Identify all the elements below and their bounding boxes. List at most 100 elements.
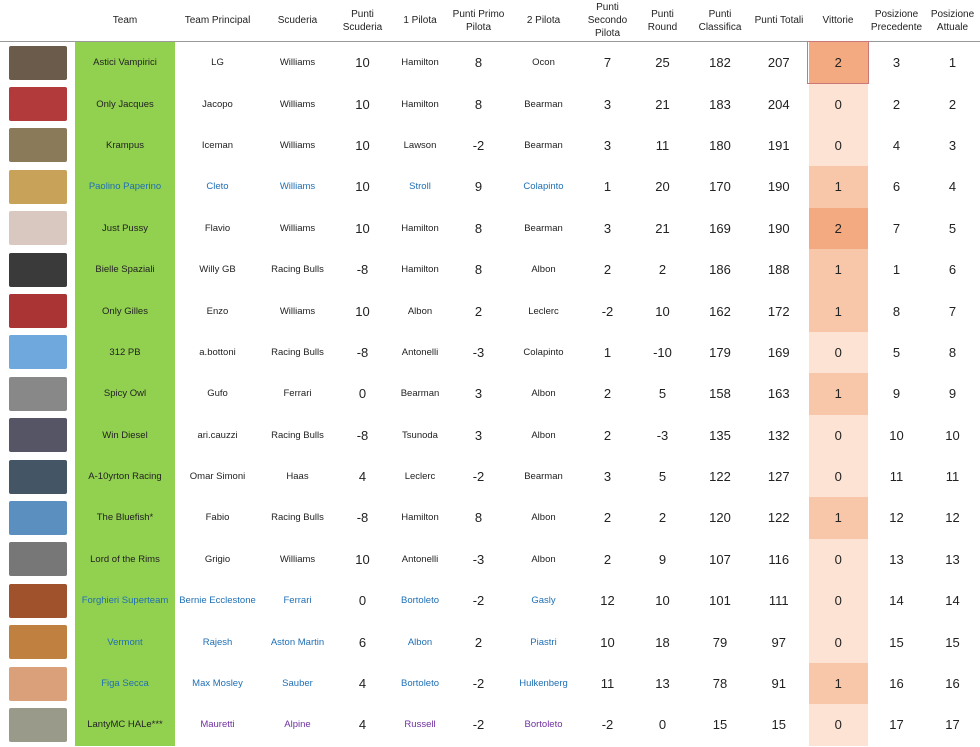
table-cell: 4 <box>948 179 957 195</box>
table-cell: Hamilton <box>401 264 439 276</box>
table-cell: Bortoleto <box>400 595 440 607</box>
table-cell: 10 <box>355 179 370 195</box>
avatar-cell <box>0 539 75 580</box>
table-cell: 162 <box>709 303 731 319</box>
table-cell: Gufo <box>207 388 228 400</box>
table-cell: 5 <box>658 469 667 485</box>
avatar <box>8 376 67 411</box>
table-cell: 132 <box>767 427 790 443</box>
header-cell <box>0 0 75 42</box>
table-cell: -8 <box>356 427 369 443</box>
table-cell: Lawson <box>403 139 437 151</box>
table-row: The Bluefish* Fabio Racing Bulls -8 Hamilton… <box>0 497 980 539</box>
table-cell: 2 <box>948 96 957 112</box>
table-cell: Spicy Owl <box>75 373 175 415</box>
table-cell: 3 <box>603 96 612 112</box>
table-cell: 21 <box>655 220 670 236</box>
table-cell: Astici Vampirici <box>75 41 175 84</box>
table-cell: 6 <box>948 262 957 278</box>
table-cell: Racing Bulls <box>271 264 324 276</box>
avatar <box>8 583 67 618</box>
table-cell: Hamilton <box>401 57 439 69</box>
table-cell: Bearman <box>524 139 563 151</box>
table-cell: 122 <box>709 469 731 485</box>
table-cell: 2 <box>603 427 612 443</box>
table-cell: Sauber <box>282 678 313 690</box>
table-cell: Just Pussy <box>75 207 175 249</box>
table-cell: Bearman <box>524 222 563 234</box>
table-cell: Colapinto <box>523 181 564 193</box>
table-cell: 16 <box>945 676 960 692</box>
table-cell: 7 <box>948 303 957 319</box>
table-cell: 12 <box>889 510 904 526</box>
table-cell: 0 <box>807 83 868 125</box>
table-cell: 10 <box>889 427 904 443</box>
table-cell: 11 <box>655 137 670 153</box>
header-cell: Scuderia <box>260 0 335 42</box>
table-cell: 0 <box>807 621 868 663</box>
avatar-cell <box>0 332 75 373</box>
avatar-cell <box>0 456 75 497</box>
avatar-cell <box>0 621 75 662</box>
table-cell: 4 <box>358 676 367 692</box>
avatar-cell <box>0 373 75 414</box>
avatar-cell <box>0 497 75 538</box>
table-cell: 2 <box>603 262 612 278</box>
table-cell: Stroll <box>409 181 431 193</box>
header-row: Team Team Principal Scuderia Punti Scuderia… <box>0 0 980 42</box>
header-cell: Team <box>75 0 175 42</box>
table-cell: 4 <box>358 717 367 733</box>
avatar-cell <box>0 83 75 124</box>
table-row: Krampus Iceman Williams 10 Lawson -2 Bearman 3 1… <box>0 124 980 167</box>
table-cell: Williams <box>279 181 316 193</box>
table-cell: Ferrari <box>283 595 312 607</box>
avatar <box>8 128 67 163</box>
table-cell: 0 <box>358 593 367 609</box>
header-cell: Vittorie <box>808 0 868 42</box>
table-cell: 312 PB <box>75 331 175 374</box>
table-cell: -10 <box>653 344 672 360</box>
table-cell: Alpine <box>284 719 311 731</box>
header-cell: Punti Secondo Pilota <box>580 0 635 42</box>
table-cell: 8 <box>474 220 483 236</box>
table-cell: 3 <box>474 427 483 443</box>
table-cell: 3 <box>948 137 957 153</box>
table-cell: 5 <box>658 386 667 402</box>
table-cell: -3 <box>472 344 485 360</box>
table-cell: 207 <box>767 55 790 71</box>
table-cell: Racing Bulls <box>271 346 324 358</box>
table-cell: Omar Simoni <box>189 471 246 483</box>
table-cell: -8 <box>356 344 369 360</box>
table-cell: 11 <box>889 469 904 485</box>
table-cell: Ocon <box>532 57 555 69</box>
table-cell: 10 <box>655 303 670 319</box>
table-cell: 135 <box>709 427 731 443</box>
table-cell: 2 <box>603 386 612 402</box>
table-cell: Hamilton <box>401 222 439 234</box>
table-cell: Albon <box>531 512 556 524</box>
header-cell: Punti Round <box>635 0 690 42</box>
table-cell: Tsunoda <box>402 429 438 441</box>
table-cell: 0 <box>807 124 868 167</box>
table-cell: Williams <box>279 139 316 151</box>
table-cell: 0 <box>807 580 868 622</box>
table-cell: 14 <box>889 593 904 609</box>
table-cell: 21 <box>655 96 670 112</box>
table-cell: 79 <box>712 634 728 650</box>
table-cell: Grigio <box>204 553 231 565</box>
table-cell: Figa Secca <box>75 662 175 705</box>
avatar-cell <box>0 208 75 249</box>
table-cell: 1 <box>807 248 868 291</box>
table-cell: 3 <box>892 55 901 71</box>
table-cell: -2 <box>601 303 614 319</box>
table-cell: 111 <box>768 593 789 609</box>
table-cell: Albon <box>531 264 556 276</box>
table-cell: Max Mosley <box>192 678 243 690</box>
table-row: Just Pussy Flavio Williams 10 Hamilton 8 Bearm… <box>0 207 980 249</box>
table-row: Lord of the Rims Grigio Williams 10 Antonell… <box>0 538 980 581</box>
table-cell: 15 <box>771 717 786 733</box>
avatar-cell <box>0 125 75 166</box>
table-cell: 8 <box>474 262 483 278</box>
table-row: Astici Vampirici LG Williams 10 Hamilton 8 Oco… <box>0 40 980 85</box>
table-row: Paolino Paperino Cleto Williams 10 Stroll 9 Co… <box>0 166 980 208</box>
